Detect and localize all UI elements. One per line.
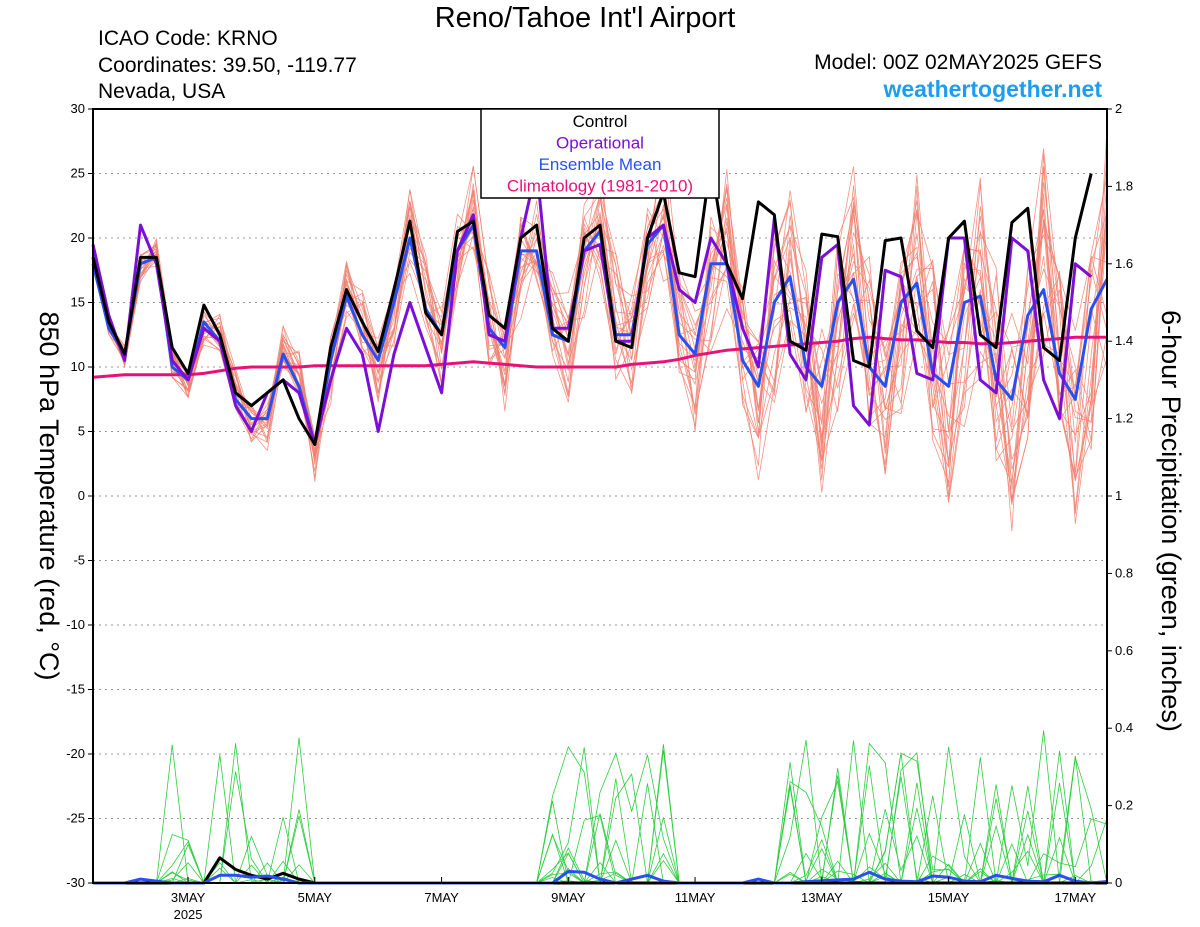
y2-tick-label: 1.2 <box>1115 411 1133 426</box>
y2-tick-label: 0.8 <box>1115 565 1133 580</box>
x-tick-label: 7MAY <box>424 890 459 905</box>
precip-member-line <box>93 752 1108 884</box>
legend-entry: Climatology (1981-2010) <box>507 177 693 196</box>
series-control <box>91 159 1093 446</box>
y-tick-label: 20 <box>71 230 85 245</box>
precip-member-line <box>93 750 1108 884</box>
ensemble-member-line <box>92 159 1108 493</box>
y-tick-label: 15 <box>71 295 85 310</box>
ensemble-member-line <box>92 197 1108 488</box>
y-tick-label: -25 <box>66 811 85 826</box>
ensemble-member-line <box>92 166 1108 475</box>
icao-code: ICAO Code: KRNO <box>98 27 278 50</box>
y2-tick-label: 0 <box>1115 875 1122 890</box>
series-ensemble-mean <box>91 223 1109 446</box>
x-tick-label: 15MAY <box>928 890 970 905</box>
precip-member-line <box>93 757 1108 884</box>
y-tick-label: -5 <box>73 553 85 568</box>
precip-member-line <box>93 730 1107 884</box>
x-tick-label: 9MAY <box>551 890 586 905</box>
y-tick-label: 0 <box>78 488 85 503</box>
series-operational <box>91 165 1093 446</box>
y-tick-label: 10 <box>71 359 85 374</box>
x-tick-label: 3MAY <box>171 890 206 905</box>
y2-tick-label: 1.4 <box>1115 333 1133 348</box>
legend-entry: Ensemble Mean <box>539 155 662 174</box>
precip-member-line <box>93 751 1107 884</box>
y-tick-label: -30 <box>66 875 85 890</box>
precip-member-line <box>93 737 1107 884</box>
y2-tick-label: 1.6 <box>1115 256 1133 271</box>
y2-axis-label: 6-hour Precipitation (green, inches) <box>1156 310 1186 732</box>
model-run: Model: 00Z 02MAY2025 GEFS <box>814 51 1102 74</box>
y2-tick-label: 0.4 <box>1115 720 1133 735</box>
series-ensemble-mean-precipitation <box>93 869 1108 885</box>
y-axis-label: 850 hPa Temperature (red, °C) <box>34 312 64 681</box>
precip-member-line <box>93 752 1108 884</box>
y2-tick-label: 2 <box>1115 101 1122 116</box>
x-tick-label: 13MAY <box>801 890 843 905</box>
y-tick-label: -15 <box>66 682 85 697</box>
ensemble-member-line <box>92 148 1108 503</box>
precip-member-line <box>93 740 1107 884</box>
y2-tick-label: 0.2 <box>1115 798 1133 813</box>
region: Nevada, USA <box>98 80 226 103</box>
y2-tick-label: 0.6 <box>1115 643 1133 658</box>
y-tick-label: 30 <box>71 101 85 116</box>
legend-entry: Control <box>573 112 628 131</box>
y-tick-label: 5 <box>78 424 85 439</box>
legend-box <box>480 108 720 199</box>
x-tick-label: 11MAY <box>675 890 716 905</box>
y2-tick-label: 1.8 <box>1115 178 1133 193</box>
y-tick-label: 25 <box>71 166 85 181</box>
y-tick-label: -10 <box>66 617 85 632</box>
x-tick-sublabel: 2025 <box>174 907 203 922</box>
y2-tick-label: 1 <box>1115 488 1122 503</box>
legend: Control Operational Ensemble Mean Climatolo… <box>480 108 720 199</box>
coordinates: Coordinates: 39.50, -119.77 <box>98 54 357 77</box>
legend-entry: Operational <box>556 134 644 153</box>
x-tick-label: 5MAY <box>298 890 333 905</box>
y-tick-label: -20 <box>66 746 85 761</box>
precip-member-line <box>93 740 1107 884</box>
site-link[interactable]: weathertogether.net <box>883 76 1102 102</box>
x-tick-label: 17MAY <box>1054 890 1096 905</box>
page-title: Reno/Tahoe Int'l Airport <box>434 2 736 34</box>
